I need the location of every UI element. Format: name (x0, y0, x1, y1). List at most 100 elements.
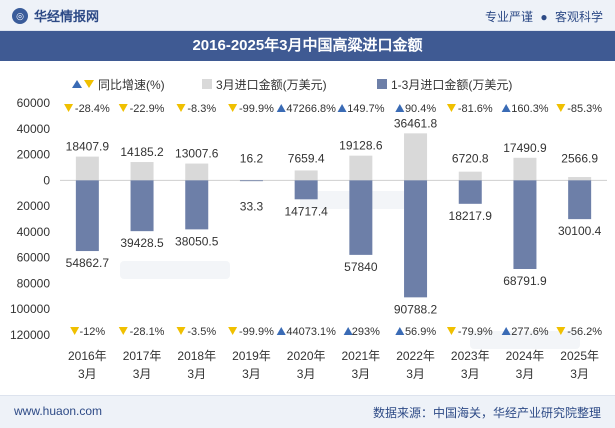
data-label-cumulative-9: 30100.4 (558, 224, 602, 238)
triangle-down-icon (228, 327, 238, 335)
data-label-march-2: 13007.6 (175, 147, 219, 161)
triangle-up-icon (395, 327, 405, 335)
y-tick-label: 40000 (17, 122, 51, 136)
watermark-2 (470, 331, 580, 349)
growth-label-top-0: -28.4% (75, 103, 110, 115)
growth-label-bottom-8: 277.6% (511, 326, 549, 338)
bar-march-2 (185, 163, 209, 181)
growth-label-bottom-3: -99.9% (239, 326, 274, 338)
growth-label-top-1: -22.9% (130, 103, 165, 115)
y-tick-label: 60000 (17, 96, 51, 110)
growth-label-bottom-1: -28.1% (130, 326, 165, 338)
data-label-march-7: 6720.8 (452, 151, 489, 165)
y-tick-label: 20000 (17, 148, 51, 162)
growth-label-bottom-0: -12% (80, 326, 106, 338)
chart-canvas: 同比增速(%) 3月进口金额(万美元) 1-3月进口金额(万美元) 60000 4000… (10, 77, 607, 381)
logo-icon: ◎ (12, 7, 28, 24)
triangle-up-icon (276, 327, 286, 335)
data-label-march-8: 17490.9 (503, 141, 547, 155)
x-tick-label-year-7: 2023年 (451, 349, 490, 363)
top-bar: ◎ 华经情报网 专业严谨 ● 客观科学 (0, 0, 615, 31)
x-tick-label-year-2: 2018年 (177, 349, 216, 363)
triangle-up-icon (276, 104, 286, 112)
bar-march-1 (130, 162, 154, 181)
data-label-cumulative-8: 68791.9 (503, 274, 547, 288)
bar-cumulative-9 (568, 180, 592, 220)
bar-cumulative-0 (75, 180, 99, 252)
bar-march-6 (404, 133, 428, 181)
triangle-up-icon (343, 327, 353, 335)
bottom-bar: www.huaon.com 数据来源：中国海关，华经产业研究院整理 (0, 395, 615, 428)
y-tick-label: 0 (43, 173, 50, 187)
triangle-down-icon (556, 104, 566, 112)
x-tick-label-month-8: 3月 (516, 367, 535, 381)
slogan: 专业严谨 ● 客观科学 (485, 8, 603, 25)
growth-label-top-8: 160.3% (511, 103, 549, 115)
bar-march-8 (513, 157, 537, 181)
x-tick-label-year-4: 2020年 (287, 349, 326, 363)
title-bar: 2016-2025年3月中国高粱进口金额 (0, 31, 615, 61)
growth-label-bottom-4: 44073.1% (286, 326, 336, 338)
watermark-0 (120, 261, 230, 279)
triangle-down-icon (176, 104, 186, 112)
legend-label-series-1: 3月进口金额(万美元) (216, 77, 327, 92)
growth-label-bottom-6: 56.9% (405, 326, 436, 338)
x-tick-label-month-9: 3月 (570, 367, 589, 381)
legend-label-growth: 同比增速(%) (98, 78, 165, 92)
brand-logo[interactable]: ◎ 华经情报网 (12, 6, 99, 25)
triangle-down-icon (64, 104, 74, 112)
legend-triangle-down-icon (84, 80, 94, 88)
triangle-down-icon (176, 327, 186, 335)
x-tick-label-year-8: 2024年 (506, 349, 545, 363)
x-tick-label-year-6: 2022年 (396, 349, 435, 363)
site-url[interactable]: www.huaon.com (14, 404, 103, 418)
x-tick-label-month-5: 3月 (352, 367, 371, 381)
triangle-down-icon (118, 327, 128, 335)
data-label-cumulative-5: 57840 (344, 260, 378, 274)
legend-triangle-up-icon (72, 80, 82, 88)
x-tick-label-month-4: 3月 (297, 367, 316, 381)
x-tick-label-month-1: 3月 (133, 367, 152, 381)
y-tick-label: 20000 (17, 199, 51, 213)
data-label-cumulative-3: 33.3 (240, 199, 264, 213)
data-label-cumulative-0: 54862.7 (66, 256, 110, 270)
bar-cumulative-1 (130, 180, 154, 232)
bar-cumulative-4 (294, 180, 318, 200)
growth-label-top-7: -81.6% (458, 103, 493, 115)
x-tick-label-year-0: 2016年 (68, 349, 107, 363)
x-tick-label-month-6: 3月 (406, 367, 425, 381)
growth-label-top-2: -8.3% (187, 103, 216, 115)
data-label-march-6: 36461.8 (394, 116, 438, 130)
data-label-march-0: 18407.9 (66, 140, 110, 154)
growth-label-top-9: -85.3% (567, 103, 602, 115)
growth-label-bottom-2: -3.5% (187, 326, 216, 338)
triangle-up-icon (337, 104, 347, 112)
chart-title: 2016-2025年3月中国高粱进口金额 (192, 37, 423, 54)
growth-label-bottom-7: -79.9% (458, 326, 493, 338)
y-tick-label: 60000 (17, 251, 51, 265)
bar-cumulative-5 (349, 180, 373, 255)
data-label-march-4: 7659.4 (288, 151, 325, 165)
y-tick-label: 80000 (17, 276, 51, 290)
bar-march-9 (568, 177, 592, 181)
x-tick-label-month-3: 3月 (242, 367, 261, 381)
y-tick-label: 40000 (17, 225, 51, 239)
data-label-cumulative-2: 38050.5 (175, 234, 219, 248)
x-tick-label-month-7: 3月 (461, 367, 480, 381)
data-label-march-3: 16.2 (240, 151, 264, 165)
bar-cumulative-7 (458, 180, 482, 204)
bar-cumulative-8 (513, 180, 537, 269)
triangle-down-icon (446, 104, 456, 112)
triangle-up-icon (395, 104, 405, 112)
triangle-up-icon (501, 327, 511, 335)
growth-label-top-3: -99.9% (239, 103, 274, 115)
triangle-down-icon (118, 104, 128, 112)
legend-square-icon-2 (377, 79, 387, 89)
data-label-cumulative-6: 90788.2 (394, 302, 438, 316)
data-label-cumulative-4: 14717.4 (284, 204, 328, 218)
bar-march-0 (75, 156, 99, 181)
x-tick-label-year-1: 2017年 (123, 349, 162, 363)
triangle-down-icon (556, 327, 566, 335)
triangle-down-icon (446, 327, 456, 335)
